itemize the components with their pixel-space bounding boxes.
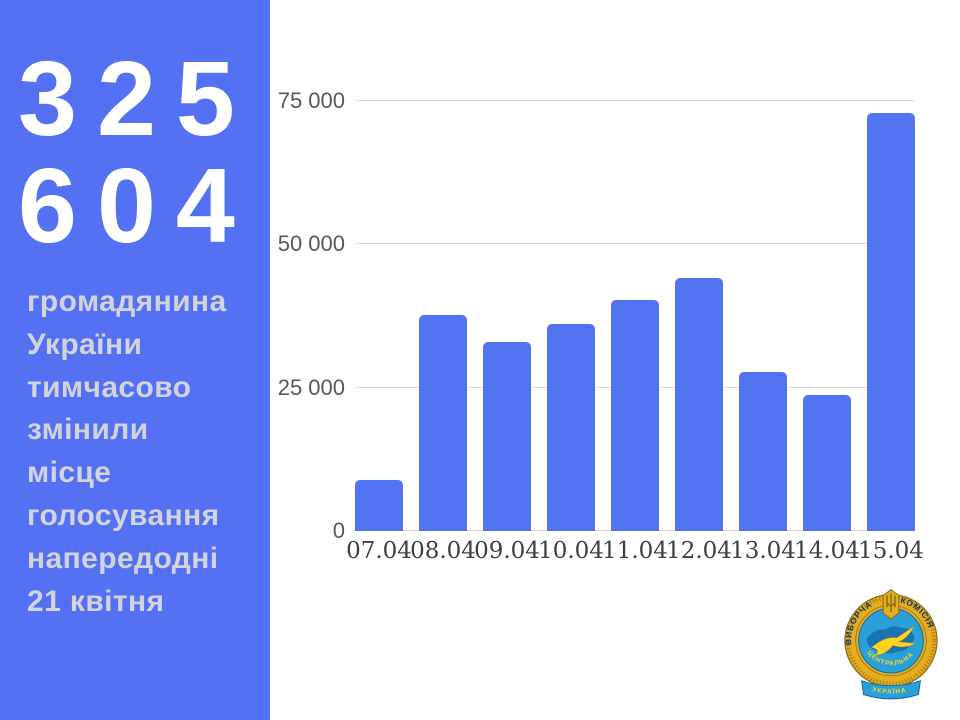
caption-line: напередодні: [27, 541, 219, 575]
x-axis-tick-label: 11.04: [602, 538, 668, 564]
bar-column: 14.04: [794, 101, 860, 564]
gridline: [355, 243, 915, 245]
caption-line: змінили: [27, 413, 149, 447]
caption-line: тимчасово: [27, 370, 192, 404]
summary-panel: 325 604 громадянина України тимчасово зм…: [0, 0, 270, 720]
y-axis-tick-label: 0: [332, 518, 345, 543]
y-axis-tick-label: 75 000: [277, 88, 345, 113]
bar-12.04: [675, 278, 723, 531]
x-axis-tick-label: 10.04: [538, 538, 604, 564]
bar-column: 09.04: [474, 101, 540, 564]
x-axis-tick-label: 07.04: [346, 538, 412, 564]
bar-column: 13.04: [730, 101, 796, 564]
bar-08.04: [419, 314, 467, 531]
big-number-line1: 325: [18, 40, 255, 158]
x-axis-tick-label: 12.04: [666, 538, 732, 564]
caption-text: громадянина України тимчасово змінили мі…: [27, 281, 227, 623]
svg-text:УКРАЇНА: УКРАЇНА: [872, 686, 908, 695]
bars-row: 07.04 08.04 09.04 10.04 11.04 12.04 13.04 14.04…: [346, 101, 924, 564]
x-axis-tick-label: 09.04: [474, 538, 540, 564]
x-axis-tick-label: 14.04: [794, 538, 860, 564]
cec-ukraine-emblem-icon: ВИБОРЧА КОМІСІЯ ЦЕНТРАЛЬНА УКРАЇНА: [843, 589, 938, 700]
trident-icon: [886, 593, 896, 613]
x-axis-tick-label: 13.04: [730, 538, 796, 564]
y-axis-tick-label: 50 000: [277, 231, 345, 257]
bar-14.04: [803, 395, 851, 531]
bar-11.04: [611, 299, 659, 531]
bar-column: 15.04: [858, 101, 924, 564]
big-number-line2: 604: [18, 147, 255, 265]
bar-15.04: [867, 113, 915, 531]
caption-line: громадянина: [27, 285, 227, 318]
falcon-icon: [870, 625, 918, 656]
bar-column: 08.04: [410, 101, 476, 564]
bar-column: 12.04: [666, 101, 732, 564]
big-number: 325 604: [18, 46, 255, 260]
caption-line: місце: [27, 456, 112, 490]
bar-13.04: [739, 372, 787, 531]
bar-chart-plot-area: 0 25 000 50 000 75 000 07.04 08.04 09.04 10.04 1…: [278, 90, 924, 565]
y-axis-tick-label: 25 000: [277, 374, 345, 400]
bar-09.04: [483, 341, 531, 531]
caption-line: України: [27, 327, 143, 361]
bar-column: 07.04: [346, 101, 412, 564]
bar-10.04: [547, 324, 595, 531]
bar-column: 11.04: [602, 101, 668, 564]
bar-07.04: [355, 479, 403, 531]
bar-column: 10.04: [538, 101, 604, 564]
caption-line: голосування: [27, 498, 220, 532]
gridline: [355, 100, 915, 101]
emblem-ribbon: [861, 680, 921, 700]
emblem-text-ukraina: УКРАЇНА: [872, 686, 907, 695]
caption-line: 21 квітня: [27, 584, 165, 618]
x-axis-tick-label: 08.04: [410, 538, 476, 564]
x-axis-tick-label: 15.04: [858, 538, 924, 564]
